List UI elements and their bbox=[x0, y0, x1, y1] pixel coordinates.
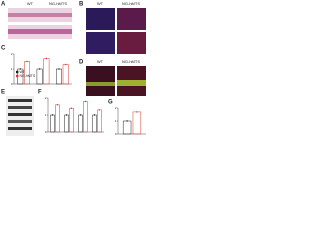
western-blot bbox=[6, 96, 34, 136]
panel-label: WT bbox=[97, 59, 104, 64]
y-tick-label: 2 bbox=[115, 106, 117, 110]
histology-layer bbox=[8, 13, 72, 17]
y-tick-label: 1 bbox=[11, 67, 13, 71]
panel-label: NG-hMTS bbox=[122, 1, 140, 6]
blot-band bbox=[8, 127, 32, 130]
bar-point bbox=[65, 63, 67, 66]
y-tick-label: 0 bbox=[45, 130, 47, 134]
histology-layer bbox=[8, 29, 72, 34]
panel-letter: C bbox=[1, 46, 6, 52]
fluorescence-image bbox=[117, 8, 146, 30]
bar-point bbox=[58, 68, 60, 70]
bar-point bbox=[70, 107, 73, 109]
y-tick-label: 0 bbox=[115, 132, 117, 136]
legend-label: WT bbox=[20, 70, 26, 74]
panel-letter: A bbox=[1, 2, 6, 8]
blot-band bbox=[8, 99, 32, 102]
y-tick-label: 0 bbox=[11, 82, 13, 86]
bar-point bbox=[45, 57, 48, 60]
fluorescence-layer bbox=[117, 80, 146, 86]
panel-label: NG-hMTS bbox=[49, 1, 67, 6]
bar-point bbox=[56, 104, 59, 106]
y-tick-label: 1 bbox=[115, 119, 117, 123]
y-tick-label: 2 bbox=[45, 96, 47, 100]
y-tick-label: 2 bbox=[11, 52, 13, 56]
fluorescence-image bbox=[86, 8, 115, 30]
bar-point bbox=[98, 109, 101, 111]
bar-point bbox=[93, 114, 96, 116]
bar-point bbox=[126, 120, 128, 122]
blot-band bbox=[8, 113, 32, 116]
y-tick-label: 1 bbox=[45, 113, 47, 117]
bar-point bbox=[84, 100, 87, 103]
bar-point bbox=[79, 114, 82, 116]
bar-point bbox=[65, 114, 68, 116]
fluorescence-image bbox=[117, 32, 146, 54]
panel-letter: E bbox=[1, 90, 5, 96]
bar-point bbox=[51, 114, 54, 116]
panel-label: WT bbox=[27, 1, 34, 6]
legend-label: NG-hMTS bbox=[20, 74, 36, 78]
figure: A WT NG-hMTS B WT NG-hMTS C D WT NG-hMTS… bbox=[0, 0, 150, 140]
bar-point bbox=[38, 68, 41, 70]
blot-band bbox=[8, 106, 32, 109]
panel-letter: B bbox=[79, 2, 84, 8]
legend-swatch bbox=[16, 70, 19, 74]
fluorescence-image bbox=[86, 66, 115, 96]
fluorescence-image bbox=[86, 32, 115, 54]
panel-label: WT bbox=[97, 1, 104, 6]
fluorescence-layer bbox=[86, 82, 115, 86]
panel-letter: G bbox=[108, 100, 113, 106]
panel-letter: D bbox=[79, 60, 84, 66]
bar-point bbox=[136, 111, 138, 113]
panel-label: NG-hMTS bbox=[122, 59, 140, 64]
panel-letter: F bbox=[38, 90, 42, 96]
bar-point bbox=[26, 60, 28, 63]
bar-point bbox=[19, 68, 21, 70]
legend-swatch bbox=[16, 74, 19, 78]
blot-band bbox=[8, 120, 32, 123]
